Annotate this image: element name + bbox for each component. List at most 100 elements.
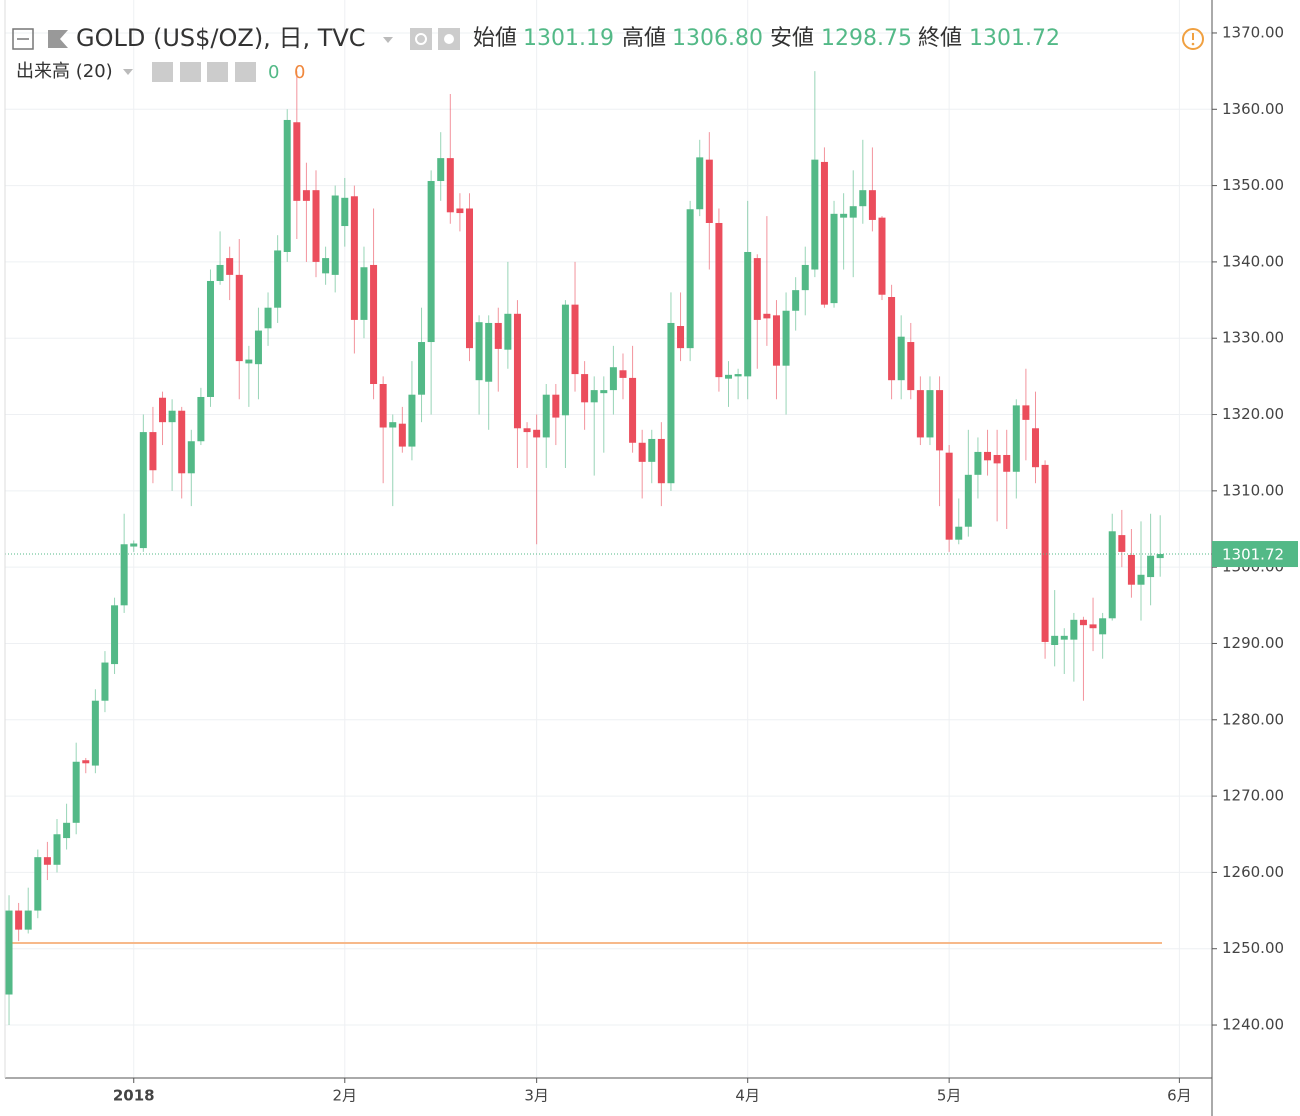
candle-body [427, 181, 435, 343]
candle-body [274, 250, 282, 308]
eye-icon[interactable] [410, 28, 432, 50]
candle-body [120, 544, 128, 606]
candle-body [590, 390, 598, 403]
flag-icon[interactable] [48, 30, 68, 48]
candle-body [1031, 428, 1039, 468]
candle-body [581, 374, 589, 403]
candle-body [830, 213, 838, 304]
candle-body [168, 410, 176, 423]
candle-body [494, 322, 502, 349]
candle-body [446, 158, 454, 213]
axes: 1240.00 1250.00 1260.00 1270.00 1280.00 1290.… [113, 23, 1298, 1105]
candle-body [820, 161, 828, 305]
candle-body [1108, 531, 1116, 619]
candle-body [1041, 464, 1049, 642]
settings-icon [444, 34, 454, 44]
candle-body [398, 423, 406, 447]
candle-body [341, 197, 349, 227]
candle-body [1127, 554, 1135, 585]
ohlc-name: 安値 [770, 26, 814, 51]
candle-body [792, 290, 800, 311]
dropdown-icon[interactable] [123, 69, 133, 75]
y-tick-label: 1290.00 [1222, 634, 1284, 652]
candle-body [111, 605, 119, 665]
candle-body [619, 370, 627, 378]
close-icon[interactable] [235, 62, 256, 82]
candle-body [753, 258, 761, 320]
candle-body [379, 384, 387, 428]
dropdown-icon[interactable] [383, 37, 393, 43]
candle-body [677, 326, 685, 349]
candle-body [686, 209, 694, 349]
candle-body [485, 322, 493, 382]
x-tick-label: 5月 [937, 1087, 962, 1105]
candle-body [504, 313, 512, 350]
candle-body [964, 474, 972, 527]
candle-body [360, 267, 368, 320]
candle-body [600, 390, 608, 394]
settings-icon[interactable] [180, 62, 201, 82]
candle-body [744, 251, 752, 377]
candle-body [159, 397, 167, 423]
candle-body [456, 208, 464, 214]
candle-body [849, 206, 857, 218]
x-tick-label: 6月 [1167, 1087, 1192, 1105]
candle-body [1147, 555, 1155, 578]
candle-body [91, 700, 99, 766]
candle-body [1079, 619, 1087, 626]
candle-body [878, 217, 886, 295]
candle-body [312, 190, 320, 262]
candle-body [542, 394, 550, 438]
add-icon[interactable] [207, 62, 228, 82]
candle-body [63, 822, 71, 839]
candle-body [609, 367, 617, 391]
ohlc-value: 1306.80 [672, 26, 763, 51]
y-tick-label: 1320.00 [1222, 405, 1284, 423]
candle-body [629, 377, 637, 443]
y-tick-label: 1280.00 [1222, 710, 1284, 728]
ohlc-value: 1301.19 [523, 26, 614, 51]
candle-body [513, 313, 521, 429]
candle-body [772, 315, 780, 366]
eye-icon[interactable] [152, 62, 173, 82]
candle-body [533, 429, 541, 438]
candle-body [571, 304, 579, 375]
ohlc-name: 終値 [918, 26, 962, 51]
candle-body [1118, 535, 1126, 552]
candle-body [322, 258, 330, 274]
candle-body [101, 662, 109, 701]
volume-label: 出来高 (20) [16, 61, 113, 82]
ohlc-name: 高値 [622, 26, 666, 51]
candle-body [984, 451, 992, 461]
y-tick-label: 1250.00 [1222, 939, 1284, 957]
candle-body [1099, 618, 1107, 635]
candle-body [897, 336, 905, 381]
collapse-icon[interactable] [12, 28, 34, 50]
candle-body [15, 910, 23, 930]
candle-body [418, 342, 426, 395]
y-tick-label: 1340.00 [1222, 252, 1284, 270]
candle-body [945, 452, 953, 540]
candle-body [926, 390, 934, 438]
candle-body [1022, 405, 1030, 420]
y-tick-label: 1310.00 [1222, 481, 1284, 499]
candle-body [245, 359, 253, 364]
alert-icon[interactable] [1182, 28, 1204, 50]
ohlc-value: 1301.72 [969, 26, 1060, 51]
eye-icon [415, 33, 427, 45]
candle-body [264, 307, 272, 329]
candle-body [53, 834, 61, 865]
candle-body [974, 451, 982, 475]
candle-body [72, 761, 80, 823]
candle-body [1003, 454, 1011, 472]
candle-body [801, 264, 809, 291]
candle-body [725, 374, 733, 379]
candle-body [1012, 405, 1020, 472]
candle-body [465, 208, 473, 349]
candle-body [389, 422, 397, 428]
x-tick-label: 4月 [735, 1087, 760, 1105]
candle-body [82, 760, 90, 764]
candle-body [657, 438, 665, 484]
candle-body [523, 428, 531, 433]
candle-body [916, 390, 924, 438]
